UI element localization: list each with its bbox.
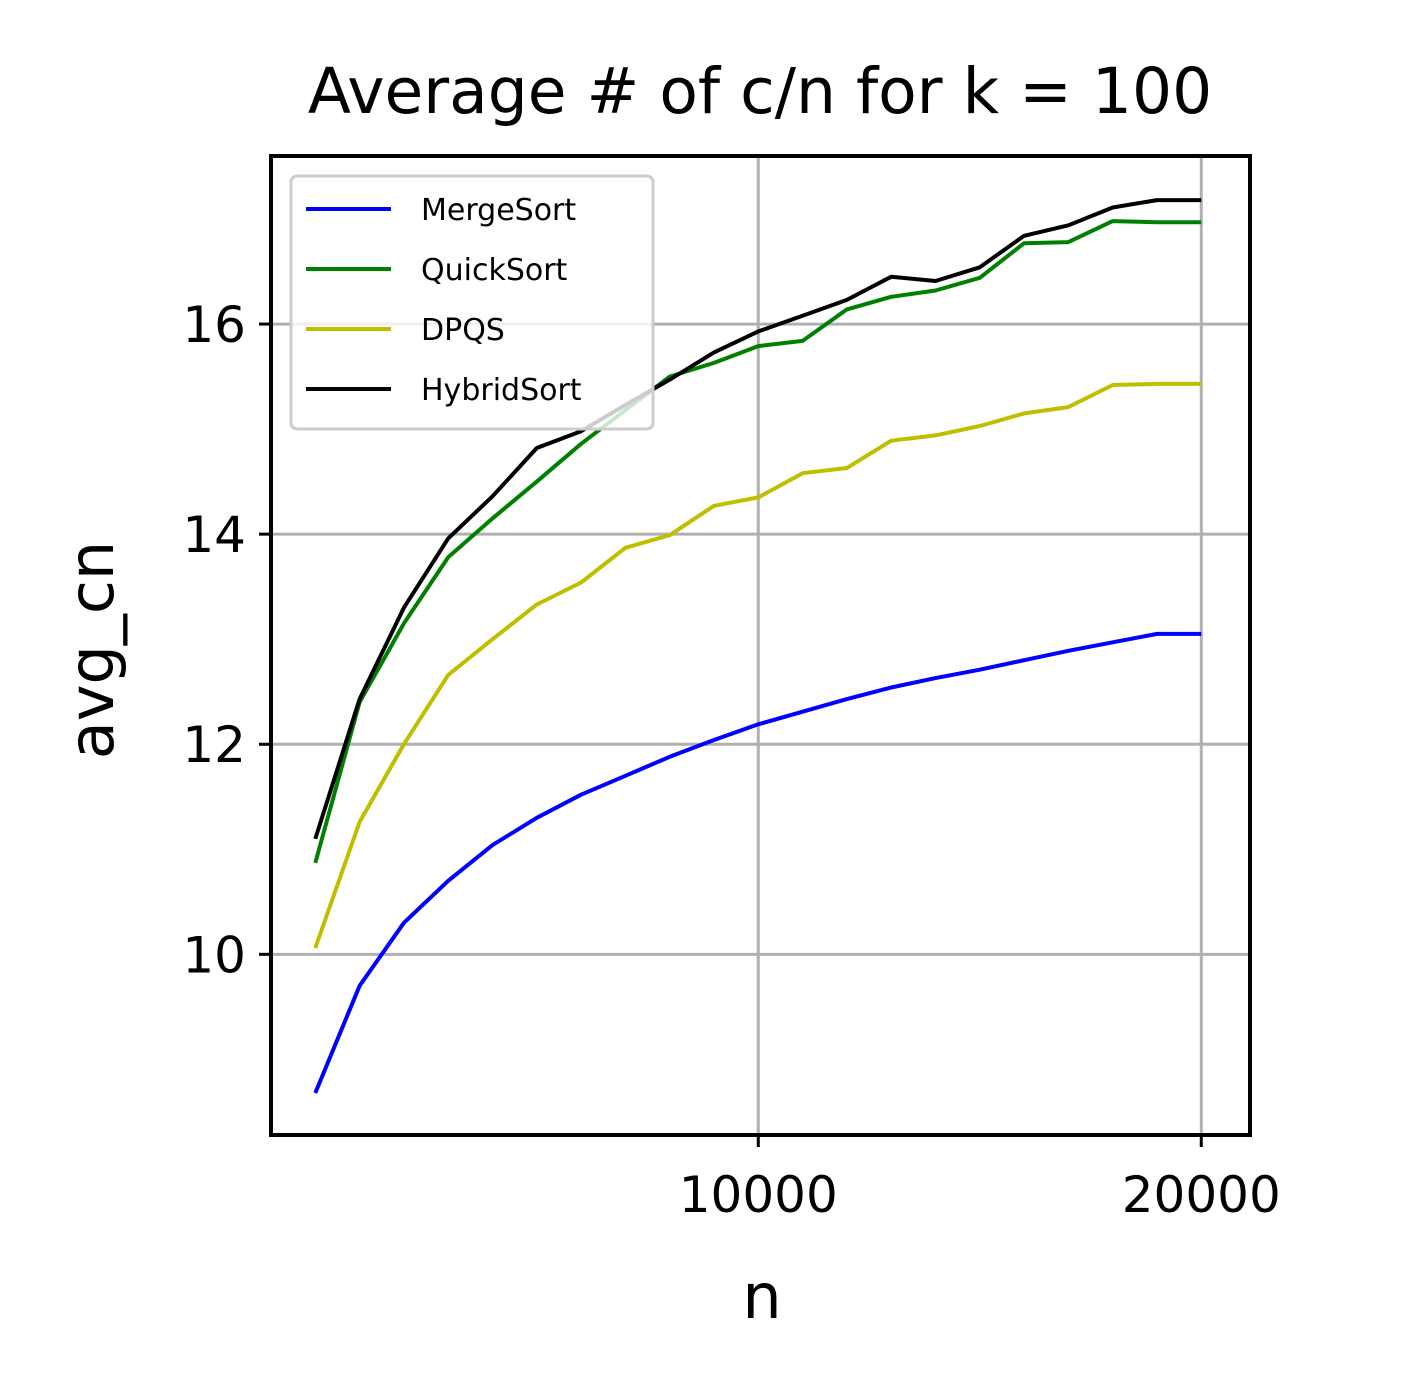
legend-label-mergesort: MergeSort xyxy=(421,193,576,228)
legend-box xyxy=(289,174,655,431)
y-tick-label: 14 xyxy=(182,506,246,564)
series-line-mergesort xyxy=(313,631,1202,1094)
plot-area-frame xyxy=(269,154,1252,1137)
series-layer xyxy=(313,198,1202,1094)
legend: MergeSort QuickSort DPQS HybridSort xyxy=(289,174,655,431)
legend-label-quicksort: QuickSort xyxy=(421,253,568,288)
x-tick-label: 10000 xyxy=(679,1166,838,1224)
y-tick-label: 16 xyxy=(182,296,246,354)
series-line-dpqs xyxy=(313,381,1202,949)
y-axis-label: avg_cn xyxy=(55,541,128,759)
legend-label-dpqs: DPQS xyxy=(421,313,505,348)
y-tick-label: 10 xyxy=(182,926,246,984)
tick-layer: 10 12 14 16 10000 20000 xyxy=(182,296,1280,1224)
legend-label-hybridsort: HybridSort xyxy=(421,373,582,408)
y-tick-label: 12 xyxy=(182,716,246,774)
series-line-hybridsort xyxy=(313,198,1202,840)
series-line-quicksort xyxy=(313,219,1202,864)
x-axis-label: n xyxy=(742,1260,781,1333)
chart-title: Average # of c/n for k = 100 xyxy=(308,55,1212,128)
x-tick-label: 20000 xyxy=(1122,1166,1281,1224)
